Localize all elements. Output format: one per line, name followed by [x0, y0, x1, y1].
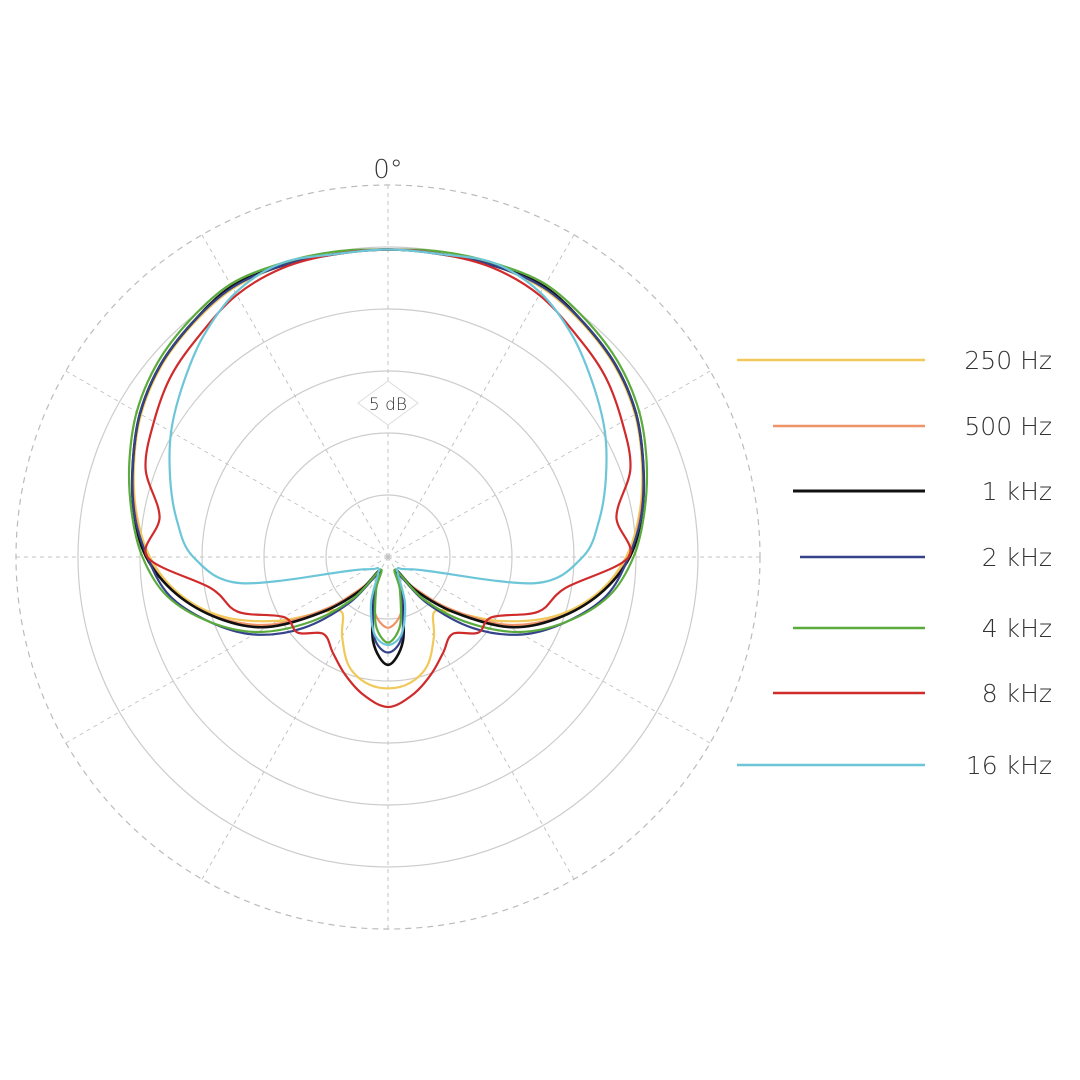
grid-spoke: [387, 556, 575, 880]
grid-spoke: [201, 556, 389, 880]
legend-item: 8 kHz: [773, 679, 1052, 708]
legend: 250 Hz 500 Hz 1 kHz 2 kHz 4 kHz 8 kHz 16 kHz: [737, 346, 1052, 780]
legend-item: 4 kHz: [793, 614, 1052, 643]
legend-label: 500 Hz: [964, 412, 1052, 441]
series-curve-4-khz: [127, 248, 649, 644]
grid-spoke: [387, 234, 575, 558]
series-curve-2-khz: [131, 248, 645, 654]
legend-label: 8 kHz: [982, 679, 1052, 708]
grid-spoke: [65, 370, 389, 558]
legend-item: 1 kHz: [793, 477, 1052, 506]
grid-spoke: [387, 370, 711, 558]
legend-label: 4 kHz: [982, 614, 1052, 643]
polar-curves: [127, 248, 649, 709]
legend-label: 2 kHz: [982, 543, 1052, 572]
grid-spoke: [65, 556, 389, 744]
grid-spoke: [201, 234, 389, 558]
grid-spoke: [387, 556, 711, 744]
legend-label: 250 Hz: [964, 346, 1052, 375]
grid-ring: [77, 246, 699, 868]
legend-item: 16 kHz: [737, 751, 1052, 780]
legend-item: 2 kHz: [800, 543, 1052, 572]
series-curve-16-khz: [168, 248, 608, 647]
ring-label-diamond: [357, 380, 419, 426]
legend-label: 1 kHz: [982, 477, 1052, 506]
legend-label: 16 kHz: [966, 751, 1052, 780]
angle-label-0: 0°: [373, 155, 403, 185]
polar-grid: [15, 184, 761, 930]
grid-ring: [325, 494, 451, 620]
ring-label-text: 5 dB: [369, 395, 407, 415]
legend-item: 500 Hz: [773, 412, 1052, 441]
legend-item: 250 Hz: [737, 346, 1052, 375]
ring-label: 5 dB: [357, 380, 419, 426]
series-curve-8-khz: [144, 248, 632, 709]
